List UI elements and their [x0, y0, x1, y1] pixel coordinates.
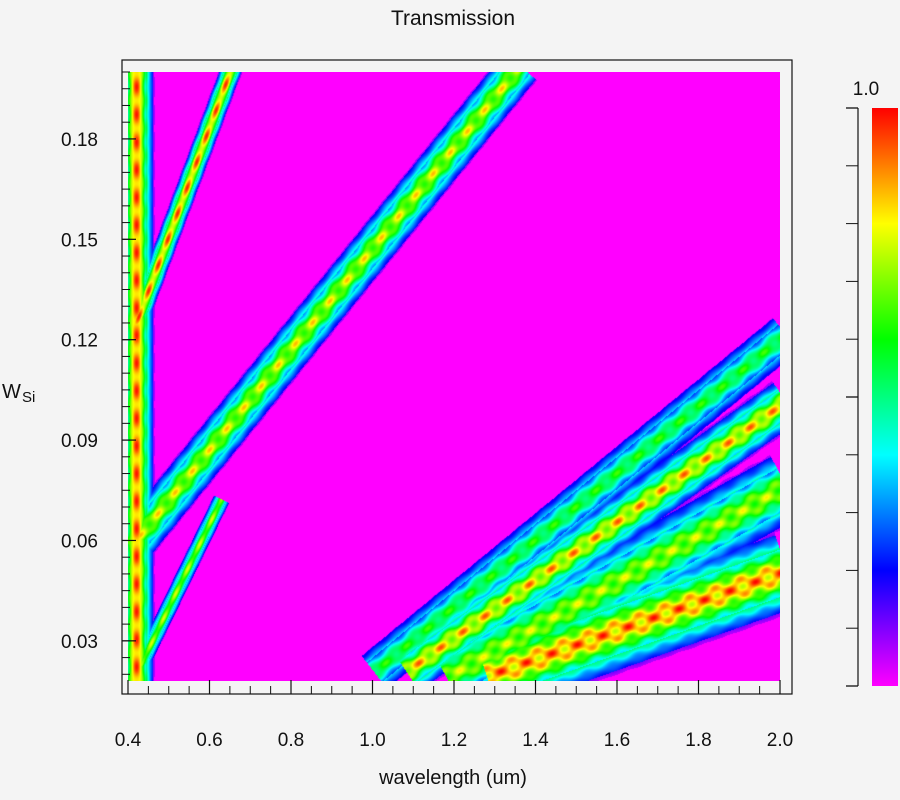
colorbar-axis: [846, 107, 859, 687]
y-axis-label-main: W: [2, 381, 21, 403]
x-tick-label: 0.6: [196, 730, 222, 751]
colorbar-gradient: [872, 108, 898, 686]
y-tick-label: 0.18: [61, 130, 98, 151]
y-tick-label: 0.09: [61, 431, 98, 452]
y-tick-label: 0.12: [61, 331, 98, 352]
y-tick-label: 0.06: [61, 531, 98, 552]
x-tick-label: 2.0: [767, 730, 793, 751]
colorbar-max-label: 1.0: [853, 79, 879, 100]
y-axis-ticks: 0.03 0.06 0.09 0.12 0.15 0.18: [61, 71, 136, 675]
y-axis-label-subscript: Si: [22, 389, 35, 406]
x-tick-label: 1.8: [685, 730, 711, 751]
x-tick-label: 1.4: [522, 730, 549, 751]
x-tick-label: 0.8: [278, 730, 304, 751]
x-axis-label: wavelength (um): [378, 767, 527, 789]
x-tick-label: 1.2: [441, 730, 467, 751]
plot-frame: [121, 59, 793, 695]
x-tick-label: 1.6: [604, 730, 630, 751]
chart-title: Transmission: [391, 7, 515, 30]
x-tick-label: 1.0: [359, 730, 385, 751]
y-tick-label: 0.15: [61, 230, 98, 251]
x-axis-ticks: 0.4 0.6 0.8 1.0 1.2 1.4 1.6 1.8 2.0: [115, 680, 793, 751]
y-axis-label: W Si: [2, 381, 35, 406]
y-tick-label: 0.03: [61, 632, 98, 653]
heatmap-area: [128, 72, 780, 681]
x-tick-label: 0.4: [115, 730, 142, 751]
